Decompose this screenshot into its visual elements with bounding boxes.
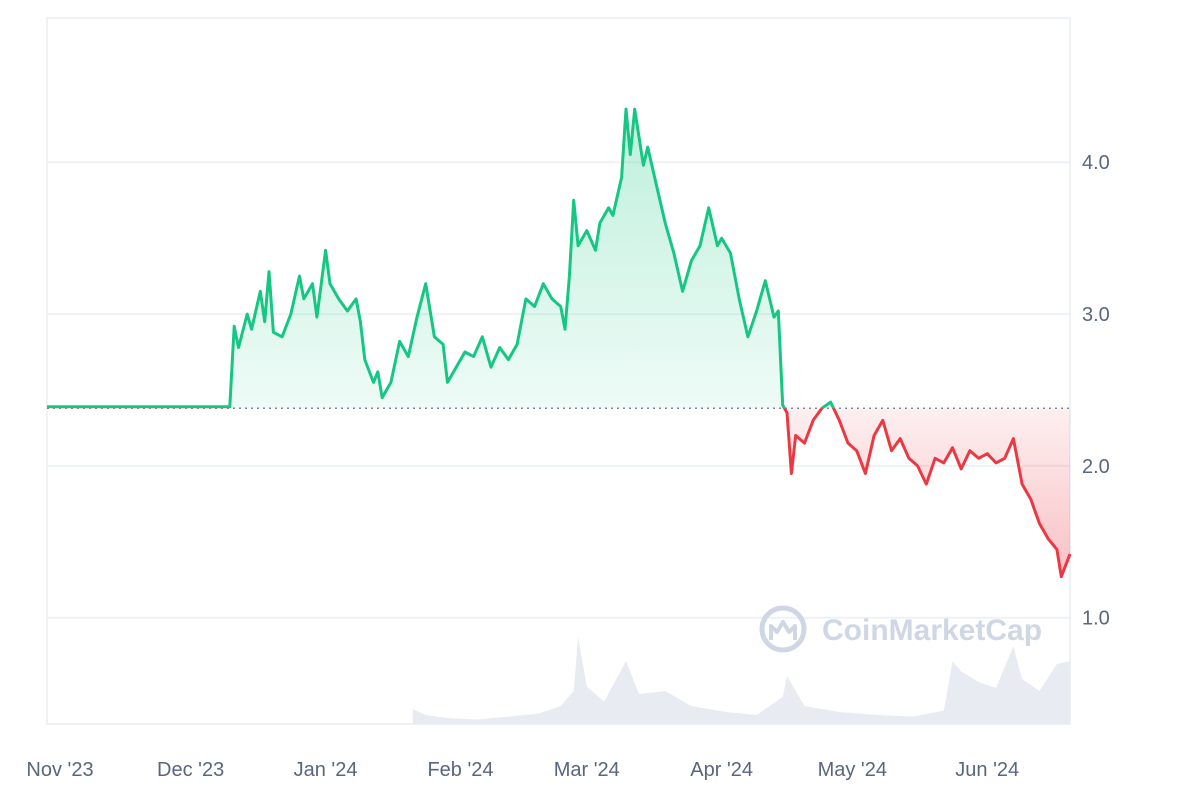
volume-series [412, 637, 1070, 724]
x-tick-label: Mar '24 [554, 759, 620, 781]
x-tick-label: Jan '24 [294, 759, 358, 781]
y-tick-label: 3.0 [1082, 304, 1110, 326]
x-tick-label: Nov '23 [26, 759, 93, 781]
volume-area [412, 637, 1070, 724]
y-tick-label: 2.0 [1082, 456, 1110, 478]
x-tick-label: Dec '23 [157, 759, 224, 781]
watermark-text: CoinMarketCap [822, 614, 1042, 647]
coinmarketcap-logo-icon [759, 605, 807, 653]
watermark: CoinMarketCap [759, 605, 1042, 653]
x-tick-label: Jun '24 [955, 759, 1019, 781]
y-axis: 1.0 2.0 3.0 4.0 [1082, 152, 1110, 629]
price-fill [47, 109, 1070, 577]
x-axis: Nov '23 Dec '23 Jan '24 Feb '24 Mar '24 Apr '… [26, 759, 1019, 781]
x-tick-label: Apr '24 [690, 759, 753, 781]
area-below-baseline [47, 408, 1070, 577]
price-line [47, 107, 1072, 579]
y-tick-label: 1.0 [1082, 608, 1110, 630]
x-tick-label: Feb '24 [427, 759, 493, 781]
area-above-baseline [47, 109, 834, 409]
y-tick-label: 4.0 [1082, 152, 1110, 174]
price-line-up [47, 107, 836, 409]
x-tick-label: May '24 [818, 759, 887, 781]
price-line-down [47, 408, 1072, 579]
